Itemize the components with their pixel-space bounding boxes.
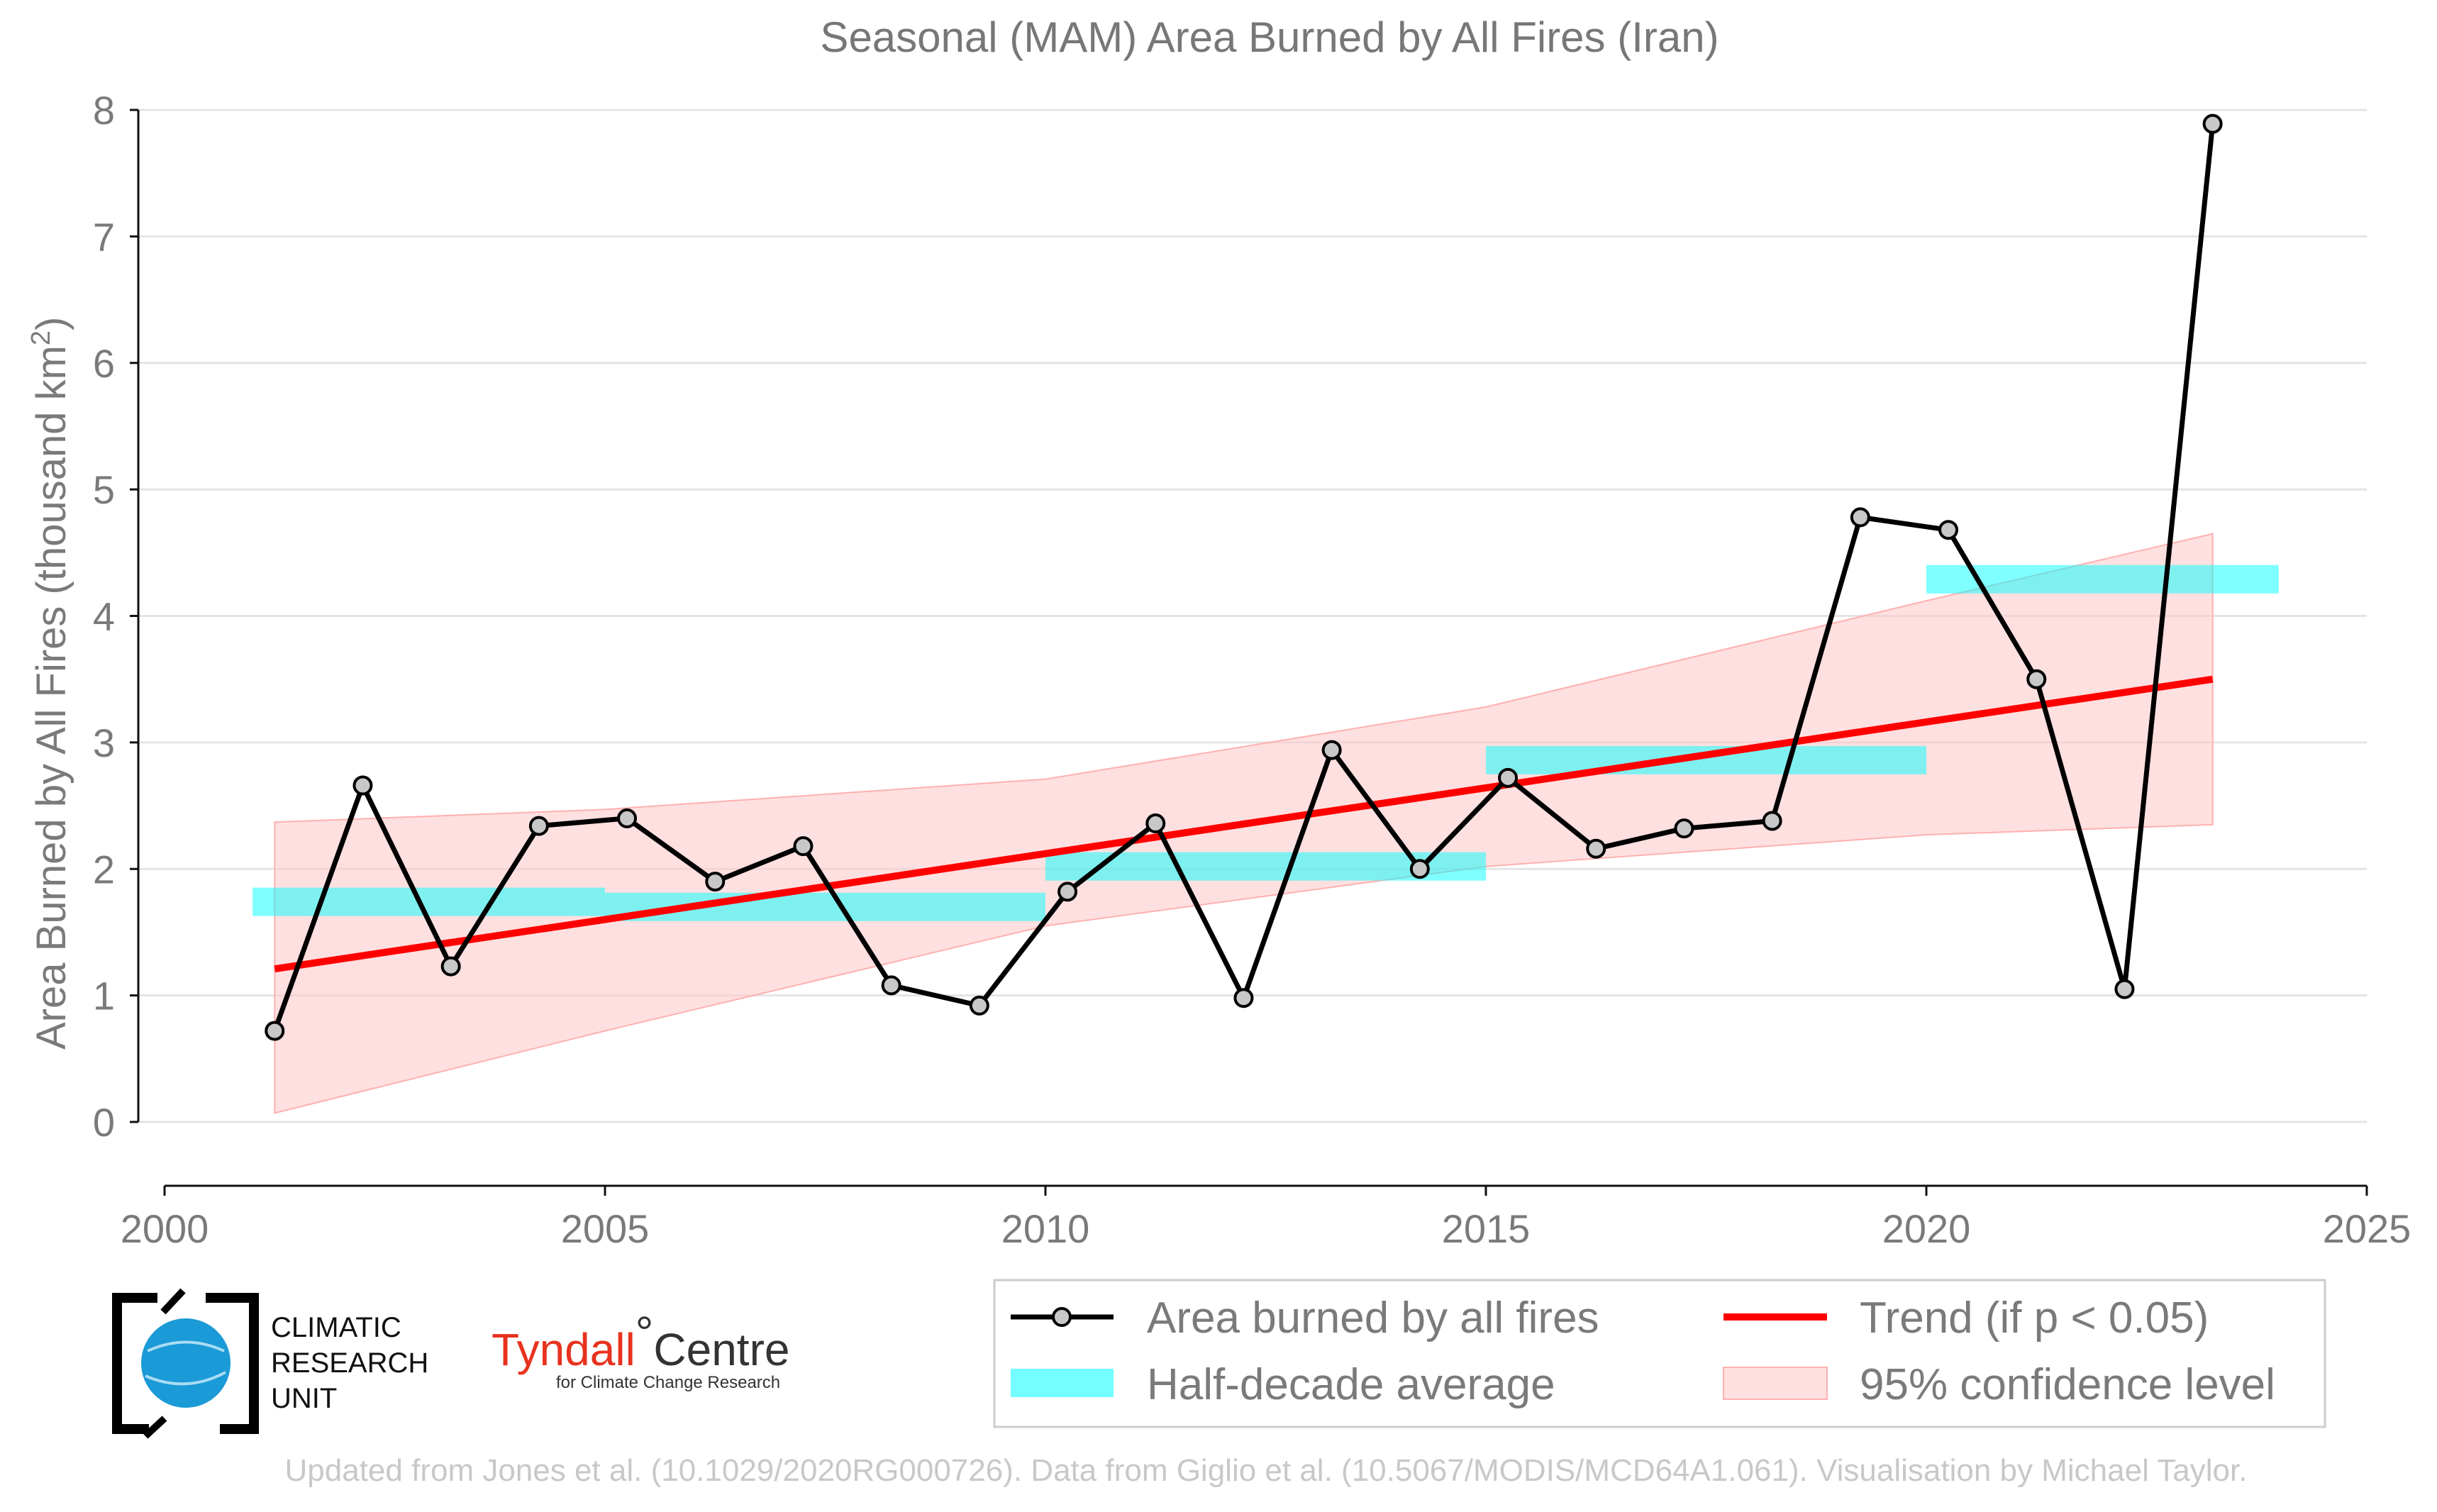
y-tick-label-3: 3 [93,721,115,765]
data-point-4 [617,808,638,828]
y-tick-label-6: 6 [93,341,115,386]
x-axis-ticks: 2000 2005 2010 2015 2020 2025 [121,1186,2411,1251]
data-point-22 [2202,113,2223,134]
data-point-6 [793,836,814,857]
legend-label-half-decade: Half-decade average [1147,1360,1555,1409]
x-tick-label-2015: 2015 [1442,1206,1531,1251]
cru-logo-line-3: UNIT [271,1383,337,1414]
globe-icon [141,1318,231,1408]
data-point-18 [1850,507,1870,528]
data-point-3 [528,816,549,836]
cru-logo: CLIMATIC RESEARCH UNIT [112,1288,428,1439]
data-point-16 [1674,818,1694,839]
chart-title: Seasonal (MAM) Area Burned by All Fires … [820,13,1719,61]
tyndall-brand: Tyndall [492,1324,635,1375]
data-point-13 [1409,859,1430,879]
legend-label-trend: Trend (if p < 0.05) [1860,1294,2209,1343]
legend-marker-area-burned [1052,1307,1072,1327]
globe-icon-lines [145,1340,226,1386]
cru-logo-bracket-right [206,1293,259,1434]
tyndall-subtitle: for Climate Change Research [556,1373,780,1392]
data-point-11 [1233,988,1254,1008]
y-axis-label-close: ) [28,317,74,330]
data-point-10 [1145,813,1166,834]
trend-line [274,675,2214,973]
cru-logo-bracket-left [112,1293,157,1434]
data-point-2 [440,956,461,977]
half-decade-bar-3 [1486,745,1926,774]
y-tick-label-1: 1 [93,974,115,1018]
y-axis-label-text: Area Burned by All Fires (thousand km [28,345,74,1050]
tyndall-wordmark: Tyndall°Centre [492,1307,789,1375]
half-decade-bar-0 [252,887,605,916]
y-axis-label: Area Burned by All Fires (thousand km2) [26,317,74,1050]
y-tick-label-7: 7 [93,214,115,259]
legend-label-confidence: 95% confidence level [1860,1360,2275,1409]
data-point-12 [1321,740,1342,760]
y-tick-label-0: 0 [93,1100,115,1145]
legend-box [993,1279,2326,1428]
y-tick-label-4: 4 [93,594,115,639]
x-tick-label-2005: 2005 [561,1206,650,1251]
data-point-9 [1057,882,1078,902]
data-point-19 [1938,520,1959,540]
y-tick-label-5: 5 [93,467,115,512]
data-point-8 [969,995,989,1016]
x-tick-label-2000: 2000 [121,1206,209,1251]
y-tick-label-8: 8 [93,88,115,133]
legend-label-area-burned: Area burned by all fires [1147,1294,1599,1343]
y-axis-ticks: 0 1 2 3 4 5 6 7 8 [93,88,138,1145]
tyndall-logo: Tyndall°Centre for Climate Change Resear… [492,1307,789,1392]
footer-credits: Updated from Jones et al. (10.1029/2020R… [285,1453,2248,1488]
tyndall-centre: Centre [653,1324,789,1375]
y-tick-label-2: 2 [93,847,115,891]
cru-logo-slash-top [160,1288,186,1315]
data-point-0 [265,1021,285,1041]
tyndall-degree: ° [635,1307,654,1358]
y-axis-label-superscript: 2 [26,330,56,345]
legend-swatch-confidence [1723,1367,1828,1400]
data-point-20 [2026,669,2047,689]
cru-logo-line-2: RESEARCH [271,1347,428,1379]
x-tick-label-2020: 2020 [1882,1206,1971,1251]
data-point-1 [352,775,373,796]
data-point-7 [881,975,901,996]
data-point-5 [705,872,726,892]
data-point-15 [1586,838,1606,859]
data-point-21 [2114,979,2135,999]
x-tick-label-2010: 2010 [1001,1206,1090,1251]
x-tick-label-2025: 2025 [2323,1206,2411,1251]
data-point-17 [1762,811,1782,831]
legend-swatch-half-decade [1011,1369,1114,1397]
cru-logo-slash-bottom [143,1416,167,1439]
cru-logo-line-1: CLIMATIC [271,1312,401,1343]
legend: Area burned by all fires Half-decade ave… [993,1279,2326,1428]
data-point-14 [1498,767,1519,788]
series-points [265,113,2223,1041]
